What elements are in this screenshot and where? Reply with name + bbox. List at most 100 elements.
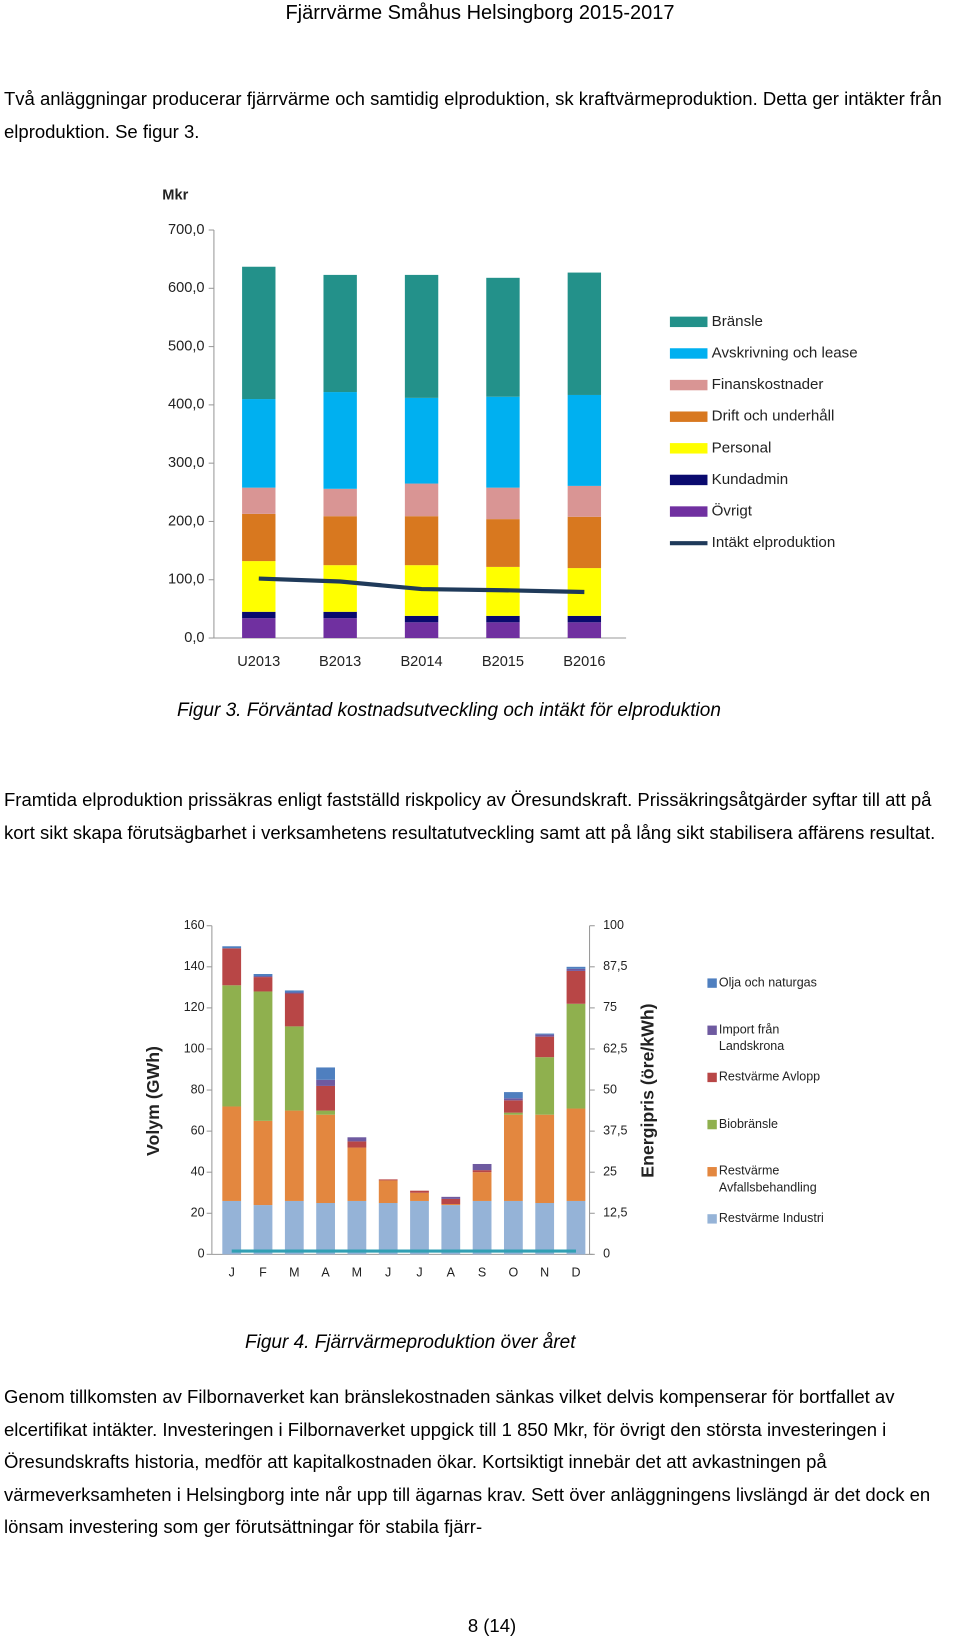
y-tick-label: 60 — [191, 1123, 205, 1137]
legend-label: Finanskostnader — [712, 376, 824, 393]
bar-segment — [503, 1092, 523, 1099]
bar-segment — [378, 1203, 398, 1255]
chart: 0,0 100,0 200,0 300,0 400,0 500,0 600,0 700,0 Mk… — [162, 187, 858, 670]
bar-segment — [242, 561, 276, 612]
y-tick-label: 700,0 — [168, 222, 205, 238]
bar-segment — [347, 1147, 367, 1201]
legend-label: Personal — [712, 439, 772, 456]
legend-swatch — [707, 978, 717, 988]
bar-segment — [347, 1137, 367, 1142]
y2-tick-label: 50 — [603, 1082, 617, 1096]
bar-segment — [323, 565, 357, 612]
bar-segment — [535, 1057, 555, 1115]
legend-swatch — [669, 443, 708, 454]
bar-segment — [503, 1112, 523, 1115]
y-tick-label: 0,0 — [184, 630, 204, 646]
y-tick-label: 20 — [191, 1206, 205, 1220]
x-tick-label: B2016 — [563, 654, 605, 670]
x-tick-label: U2013 — [237, 654, 280, 670]
bar-segment — [242, 399, 276, 488]
x-tick-label: B2013 — [319, 654, 361, 670]
x-tick-label: A — [321, 1265, 330, 1279]
legend-label: Avskrivning och lease — [712, 344, 858, 361]
y-tick-label: 0 — [198, 1247, 205, 1261]
y-tick-label: 120 — [184, 1000, 205, 1014]
bar-segment — [535, 1033, 555, 1035]
x-tick-label: B2015 — [482, 654, 524, 670]
bar-segment — [472, 1163, 492, 1171]
bar-segment — [486, 396, 520, 488]
legend-label: Kundadmin — [712, 471, 789, 488]
y2-tick-label: 87,5 — [603, 959, 627, 973]
bar-segment — [242, 618, 276, 639]
bar-segment — [404, 516, 439, 566]
chart: 0 20 40 60 80 100 120 140 160 0 12,5 25 37,5 50 62,5 75… — [143, 918, 824, 1279]
bar-segment — [253, 1120, 273, 1206]
bar-segment — [535, 1036, 555, 1058]
bar-segment — [404, 397, 439, 484]
bar-segment — [222, 1200, 242, 1255]
bar-segment — [404, 274, 439, 398]
bar-segment — [410, 1190, 429, 1193]
y-tick-label: 400,0 — [168, 397, 205, 413]
x-tick-label: J — [416, 1265, 422, 1279]
bar-segment — [253, 977, 273, 992]
bar-segment — [566, 1108, 586, 1201]
bar-segment — [567, 622, 602, 639]
legend-label: Övrigt — [712, 502, 753, 520]
bar-segment — [566, 1200, 586, 1255]
legend-label: Drift och underhåll — [712, 408, 835, 425]
legend-label: Import från Landskrona — [719, 1023, 784, 1054]
bar-segment — [535, 1034, 555, 1037]
axis-title: Energipris (öre/kWh) — [638, 1003, 658, 1177]
x-tick-label: O — [509, 1265, 519, 1279]
bar-segment — [566, 966, 586, 969]
legend-swatch — [669, 506, 708, 517]
bar-segment — [567, 615, 602, 623]
x-tick-label: J — [229, 1265, 235, 1279]
bar-segment — [404, 622, 439, 639]
bar-segment — [253, 991, 273, 1121]
bar-segment — [222, 985, 242, 1107]
bar-segment — [535, 1203, 555, 1255]
y-tick-label: 600,0 — [168, 280, 205, 296]
bar-segment — [441, 1205, 461, 1255]
x-tick-label: F — [259, 1265, 267, 1279]
paragraph: Genom tillkomsten av Filbornaverket kan … — [4, 1386, 931, 1537]
bar-segment — [323, 611, 357, 619]
x-tick-label: B2014 — [400, 654, 442, 670]
bar-segment — [347, 1200, 367, 1255]
bar-segment — [486, 487, 520, 520]
bar-segment — [222, 946, 242, 949]
bar-segment — [472, 1200, 492, 1255]
y2-tick-label: 100 — [603, 918, 624, 932]
bar-segment — [242, 513, 276, 562]
y-tick-label: 80 — [191, 1082, 205, 1096]
legend-label: Restvärme Industri — [719, 1211, 824, 1225]
y2-tick-label: 12,5 — [603, 1206, 627, 1220]
y2-tick-label: 75 — [603, 1000, 617, 1014]
bar-segment — [503, 1100, 523, 1113]
legend-label: Biobränsle — [719, 1117, 778, 1131]
legend-label: Restvärme Avlopp — [719, 1070, 820, 1084]
bar-segment — [323, 516, 357, 566]
y2-tick-label: 0 — [603, 1247, 610, 1261]
bar-segment — [472, 1172, 492, 1201]
bar-segment — [503, 1200, 523, 1255]
bar-segment — [567, 272, 602, 395]
figure-caption: Figur 3. Förväntad kostnadsutveckling oc… — [177, 700, 721, 721]
bar-segment — [410, 1200, 429, 1255]
bar-segment — [316, 1085, 335, 1111]
bar-segment — [472, 1170, 492, 1173]
bar-segment — [535, 1114, 555, 1204]
bar-segment — [284, 1200, 304, 1255]
bar-segment — [567, 485, 602, 517]
bar-segment — [566, 970, 586, 1004]
bar-segment — [242, 266, 276, 400]
bar-segment — [441, 1196, 461, 1199]
bar-segment — [410, 1192, 429, 1201]
y2-tick-label: 62,5 — [603, 1041, 627, 1055]
paragraph: Framtida elproduktion prissäkras enligt … — [4, 789, 936, 843]
y-tick-label: 100 — [184, 1041, 205, 1055]
